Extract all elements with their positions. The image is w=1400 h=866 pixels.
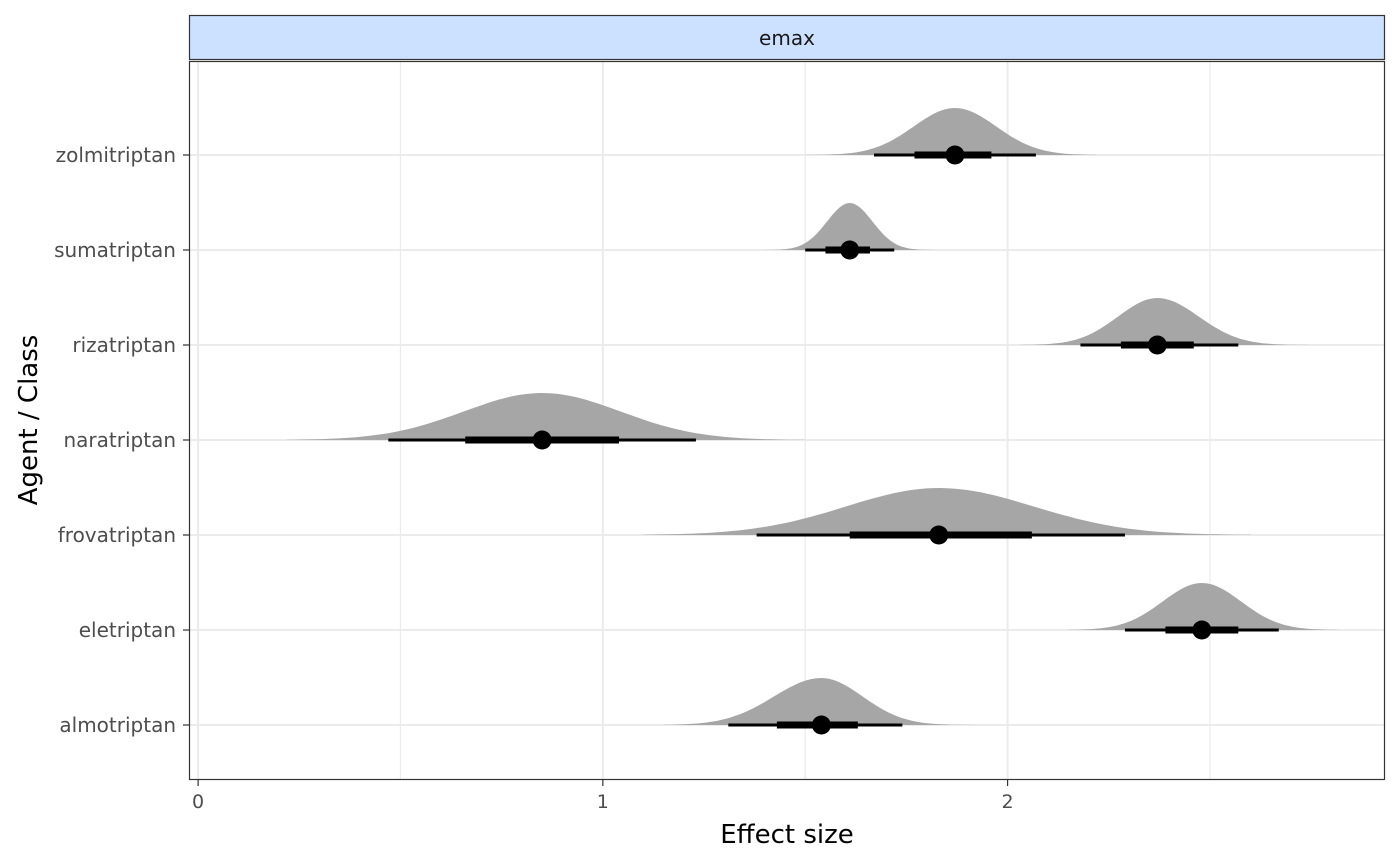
density-slab <box>643 488 1251 535</box>
median-point <box>840 240 860 260</box>
median-point <box>1147 335 1167 355</box>
y-tick-label: eletriptan <box>79 618 176 642</box>
density-layer <box>287 108 1340 725</box>
median-point <box>929 525 949 545</box>
interval-layer <box>388 145 1279 735</box>
facet-strip: emax <box>188 14 1386 61</box>
median-point <box>945 145 965 165</box>
density-slab <box>764 203 939 250</box>
y-tick-label: almotriptan <box>59 713 176 737</box>
density-slab <box>663 678 988 725</box>
facet-strip-label: emax <box>759 26 815 50</box>
x-axis-title: Effect size <box>720 820 854 850</box>
y-tick-label: naratriptan <box>64 428 177 452</box>
median-point <box>1192 620 1212 640</box>
y-tick-label: zolmitriptan <box>56 143 176 167</box>
density-slab <box>805 108 1097 155</box>
y-axis: zolmitriptan sumatriptan rizatriptan naratr… <box>54 143 190 737</box>
panel-border <box>188 60 1386 781</box>
x-axis: 0 1 2 <box>192 779 1014 813</box>
x-tick-label: 1 <box>597 791 609 813</box>
y-tick-label: rizatriptan <box>72 333 176 357</box>
density-slab <box>1019 298 1308 345</box>
x-tick-label: 0 <box>192 791 204 813</box>
median-point <box>532 430 552 450</box>
y-tick-label: frovatriptan <box>58 523 176 547</box>
median-point <box>811 715 831 735</box>
y-tick-label: sumatriptan <box>54 238 176 262</box>
density-slab <box>1068 583 1340 630</box>
x-tick-label: 2 <box>1002 791 1014 813</box>
grid-lines <box>190 62 1384 779</box>
density-slab <box>287 393 806 440</box>
y-axis-title: Agent / Class <box>14 335 44 506</box>
facet-strip-background <box>188 14 1386 61</box>
